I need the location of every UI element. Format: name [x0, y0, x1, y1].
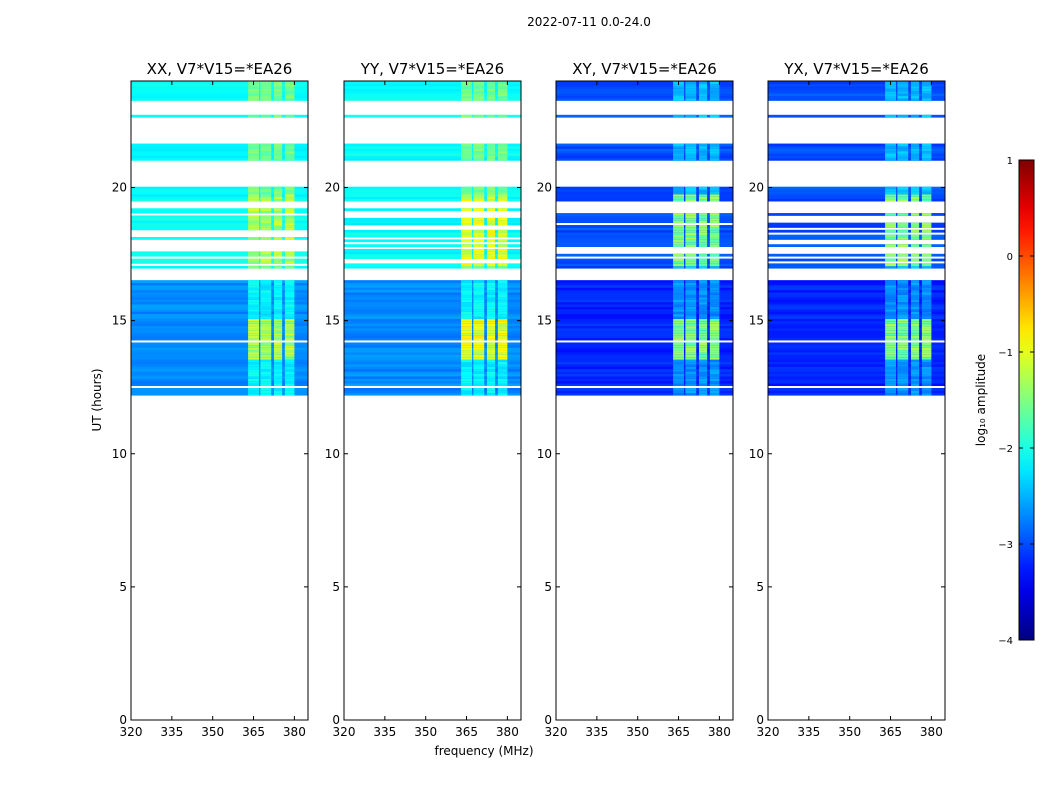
- panel-2: XY, V7*V15=*EA26 320 335 350 365 380 0 5 10 15 20: [537, 60, 734, 739]
- y-tick-label: 20: [112, 181, 127, 195]
- y-tick-label: 10: [537, 447, 552, 461]
- colorbar-tick-label: −1: [998, 348, 1013, 359]
- x-tick-label: 335: [585, 725, 608, 739]
- y-tick-label: 20: [537, 181, 552, 195]
- axes-frame: [343, 80, 522, 721]
- colorbar-tick-label: −2: [998, 444, 1013, 455]
- x-tick-label: 320: [545, 725, 568, 739]
- y-tick-label: 20: [749, 181, 764, 195]
- y-tick-label: 10: [112, 447, 127, 461]
- x-tick-label: 350: [838, 725, 861, 739]
- panel-1: YY, V7*V15=*EA26 320 335 350 365 380 0 5 10 15 20: [325, 60, 522, 739]
- panel-0: XX, V7*V15=*EA26 320 335 350 365 380 0 5 10 15 20: [112, 60, 309, 739]
- colorbar-tick-label: −3: [998, 540, 1013, 551]
- colorbar-tick-label: 1: [1007, 156, 1013, 167]
- axes-frame: [767, 80, 946, 721]
- x-axis-label: frequency (MHz): [434, 744, 533, 758]
- y-tick-label: 15: [112, 314, 127, 328]
- y-tick-label: 0: [332, 713, 340, 727]
- x-tick-label: 380: [708, 725, 731, 739]
- colorbar-tick-label: 0: [1007, 252, 1013, 263]
- x-tick-label: 335: [160, 725, 183, 739]
- y-tick-label: 0: [544, 713, 552, 727]
- colorbar-label: log₁₀ amplitude: [974, 354, 988, 446]
- x-tick-label: 320: [757, 725, 780, 739]
- x-tick-label: 380: [283, 725, 306, 739]
- panel-title: YX, V7*V15=*EA26: [783, 60, 929, 78]
- colorbar: 1 0 −1 −2 −3 −4: [998, 156, 1035, 647]
- y-tick-label: 20: [325, 181, 340, 195]
- x-tick-label: 365: [879, 725, 902, 739]
- y-tick-label: 5: [756, 580, 764, 594]
- y-tick-label: 5: [119, 580, 127, 594]
- y-tick-label: 10: [325, 447, 340, 461]
- x-tick-label: 335: [373, 725, 396, 739]
- x-tick-label: 380: [920, 725, 943, 739]
- x-tick-label: 365: [455, 725, 478, 739]
- spectrum-image: [131, 81, 308, 396]
- y-tick-label: 10: [749, 447, 764, 461]
- panel-title: YY, V7*V15=*EA26: [360, 60, 504, 78]
- colorbar-tick-label: −4: [998, 636, 1013, 647]
- x-tick-label: 350: [201, 725, 224, 739]
- x-tick-label: 320: [120, 725, 143, 739]
- colorbar-gradient: [1018, 159, 1035, 641]
- x-tick-label: 365: [242, 725, 265, 739]
- y-axis-label: UT (hours): [90, 368, 104, 431]
- x-tick-label: 350: [626, 725, 649, 739]
- y-tick-label: 0: [756, 713, 764, 727]
- x-tick-label: 350: [414, 725, 437, 739]
- panel-3: YX, V7*V15=*EA26 320 335 350 365 380 0 5 10 15 20: [749, 60, 946, 739]
- panel-title: XY, V7*V15=*EA26: [572, 60, 717, 78]
- x-tick-label: 320: [333, 725, 356, 739]
- spectrum-image: [344, 81, 521, 396]
- axes-frame: [555, 80, 734, 721]
- x-tick-label: 335: [797, 725, 820, 739]
- spectrum-image: [556, 81, 733, 396]
- axes-frame: [130, 80, 309, 721]
- y-tick-label: 15: [749, 314, 764, 328]
- x-tick-label: 365: [667, 725, 690, 739]
- y-tick-label: 5: [544, 580, 552, 594]
- panel-title: XX, V7*V15=*EA26: [147, 60, 293, 78]
- y-tick-label: 15: [537, 314, 552, 328]
- x-tick-label: 380: [496, 725, 519, 739]
- y-tick-label: 5: [332, 580, 340, 594]
- y-tick-label: 15: [325, 314, 340, 328]
- figure-suptitle: 2022-07-11 0.0-24.0: [527, 15, 651, 29]
- y-tick-label: 0: [119, 713, 127, 727]
- spectrum-image: [768, 81, 945, 396]
